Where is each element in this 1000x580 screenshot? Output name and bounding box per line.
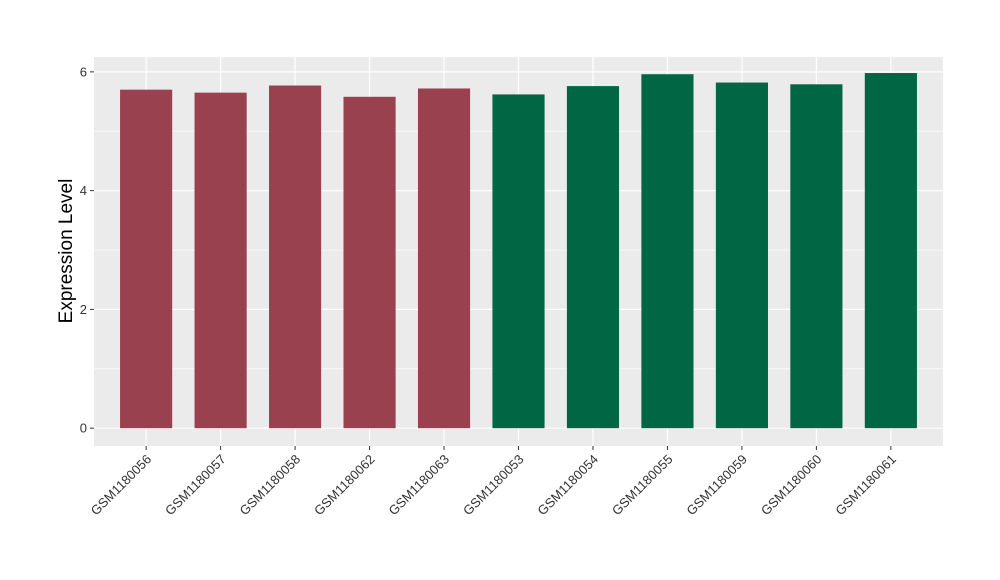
y-axis-title: Expression Level [56, 179, 77, 324]
y-tick-label: 6 [80, 64, 87, 79]
x-tick-label: GSM1180061 [832, 452, 899, 519]
x-tick-label: GSM1180057 [162, 452, 229, 519]
x-tick-label: GSM1180063 [385, 452, 452, 519]
bars [120, 73, 917, 429]
bar [641, 74, 694, 429]
x-tick-label: GSM1180055 [609, 452, 676, 519]
x-tick-label: GSM1180056 [88, 452, 155, 519]
x-tick-label: GSM1180060 [758, 452, 825, 519]
y-tick-label: 2 [80, 302, 87, 317]
y-axis: 0 2 4 6 [80, 64, 94, 436]
x-axis: GSM1180056 GSM1180057 GSM1180058 GSM1180062… [88, 446, 899, 518]
y-tick-label: 0 [80, 421, 87, 436]
bar [566, 86, 620, 429]
x-tick-label: GSM1180059 [683, 452, 750, 519]
x-tick-label: GSM1180062 [311, 452, 378, 519]
bar [492, 94, 545, 429]
bar [343, 96, 396, 429]
bar [120, 89, 173, 429]
bar [715, 82, 768, 429]
y-tick-label: 4 [80, 183, 87, 198]
x-tick-label: GSM1180053 [460, 452, 527, 519]
bar [864, 73, 917, 429]
x-tick-label: GSM1180058 [237, 452, 304, 519]
bar [269, 85, 322, 429]
bar [194, 92, 247, 429]
bar [417, 88, 471, 429]
x-tick-label: GSM1180054 [534, 452, 601, 519]
bar [790, 84, 843, 429]
